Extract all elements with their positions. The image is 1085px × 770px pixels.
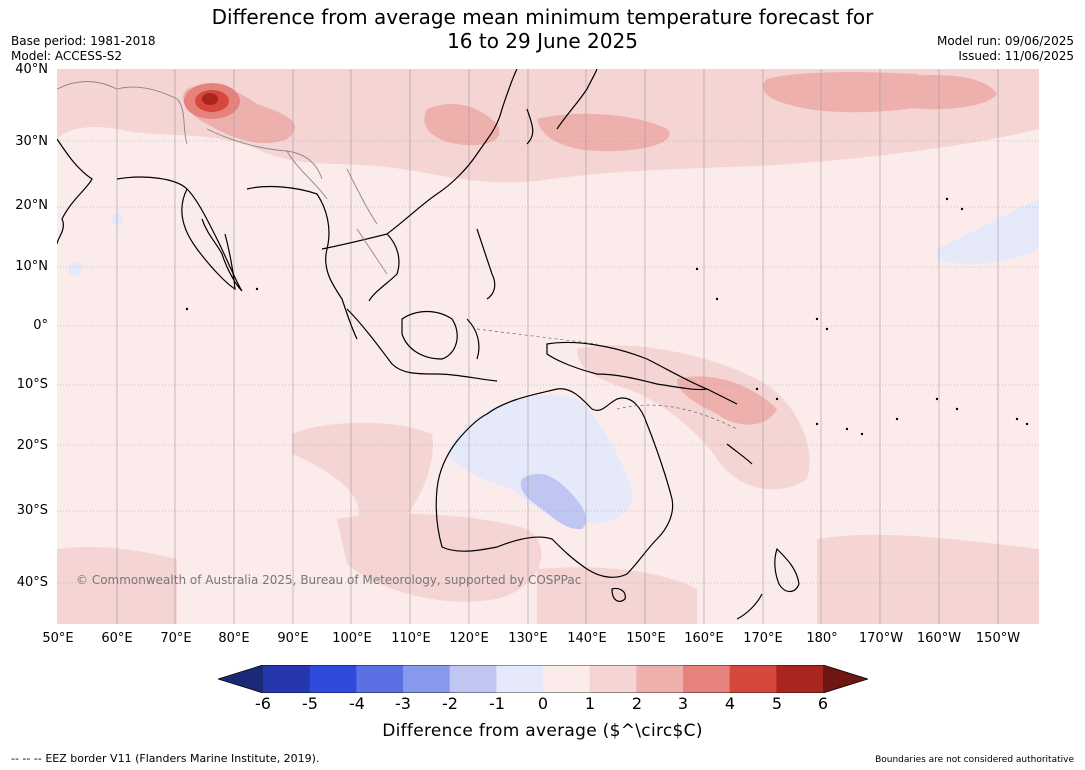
lat-label: 40°N [15, 62, 48, 77]
copyright-notice: © Commonwealth of Australia 2025, Bureau… [76, 573, 582, 587]
grid-lines [57, 69, 1039, 624]
lon-label: 50°E [42, 631, 74, 646]
colorbar-segment [776, 665, 824, 693]
colorbar-tick: -6 [255, 694, 271, 713]
eez-borders [476, 328, 738, 430]
lat-label: 30°N [15, 134, 48, 149]
model-run-text: Model run: 09/06/2025 [936, 34, 1074, 48]
coastlines [57, 69, 800, 620]
map-title-line2: 16 to 29 June 2025 [447, 29, 638, 53]
country-borders [57, 81, 388, 275]
eez-legend: -- -- -- EEZ border V11 (Flanders Marine… [11, 752, 319, 765]
eez-legend-marker: -- -- -- [11, 752, 42, 765]
eez-legend-text: EEZ border V11 (Flanders Marine Institut… [45, 752, 320, 765]
colorbar [216, 664, 870, 694]
colorbar-tick: -4 [349, 694, 365, 713]
colorbar-segment [309, 665, 357, 693]
anomaly-australia-cool [447, 394, 633, 524]
lon-label: 170°E [743, 631, 783, 646]
colorbar-tick: 1 [584, 694, 596, 713]
colorbar-tick: -1 [489, 694, 505, 713]
anomaly-china-warm [424, 104, 500, 146]
colorbar-tick: 0 [537, 694, 549, 713]
colorbar-tick: -3 [395, 694, 411, 713]
base-period-text: Base period: 1981-2018 [11, 34, 156, 48]
lon-label: 160°W [916, 631, 962, 646]
map-title-line1: Difference from average mean minimum tem… [211, 5, 874, 29]
colorbar-segment [263, 665, 311, 693]
lon-label: 70°E [160, 631, 192, 646]
lon-label: 80°E [218, 631, 250, 646]
colorbar-tick: 5 [771, 694, 783, 713]
anomaly-southern-ocean-warm [337, 513, 542, 602]
anomaly-small-cool-2 [68, 262, 82, 276]
lat-label: 20°S [16, 438, 48, 453]
anomaly-japan-warm [537, 113, 670, 152]
lat-label: 10°S [16, 377, 48, 392]
lon-label: 130°E [508, 631, 548, 646]
lon-label: 140°E [567, 631, 607, 646]
colorbar-label: Difference from average ($^\circ$C) [382, 721, 703, 741]
lat-label: 10°N [15, 259, 48, 274]
lon-label: 60°E [101, 631, 133, 646]
colorbar-segment [683, 665, 731, 693]
colorbar-tick: 4 [724, 694, 736, 713]
lon-label: 150°E [626, 631, 666, 646]
colorbar-tick: 2 [631, 694, 643, 713]
lon-label: 160°E [684, 631, 724, 646]
anomaly-coral-sea-warm-2 [677, 376, 777, 425]
lon-label: 100°E [332, 631, 372, 646]
map-canvas [57, 69, 1039, 624]
colorbar-tick: 3 [677, 694, 689, 713]
anomaly-tasman-warm [817, 534, 1039, 624]
colorbar-segment [543, 665, 591, 693]
lon-label: 120°E [449, 631, 489, 646]
colorbar-segment [356, 665, 404, 693]
boundaries-note: Boundaries are not considered authoritat… [875, 755, 1074, 765]
colorbar-tick: -2 [442, 694, 458, 713]
colorbar-segment [449, 665, 497, 693]
colorbar-tick: 6 [817, 694, 829, 713]
colorbar-segment [636, 665, 684, 693]
anomaly-hotspot-core [202, 93, 218, 105]
colorbar-segment [589, 665, 637, 693]
lon-label: 90°E [277, 631, 309, 646]
model-name-text: Model: ACCESS-S2 [11, 49, 123, 63]
anomaly-coral-sea-warm [577, 345, 810, 490]
lat-label: 20°N [15, 198, 48, 213]
lon-label: 150°W [975, 631, 1021, 646]
lon-label: 170°W [858, 631, 904, 646]
colorbar-segment [403, 665, 451, 693]
forecast-map: © Commonwealth of Australia 2025, Bureau… [57, 69, 1039, 624]
lon-label: 180° [806, 631, 838, 646]
colorbar-segment [496, 665, 544, 693]
issued-date-text: Issued: 11/06/2025 [958, 49, 1074, 63]
anomaly-pacific-cool [937, 199, 1039, 265]
anomaly-south-warm-2 [537, 567, 697, 624]
colorbar-graphic [216, 664, 870, 694]
colorbar-segment [729, 665, 777, 693]
colorbar-low-arrow [218, 665, 263, 693]
colorbar-tick: -5 [302, 694, 318, 713]
lat-label: 0° [33, 318, 48, 333]
lat-label: 40°S [16, 575, 48, 590]
pacific-islands [185, 197, 1029, 436]
colorbar-high-arrow [823, 665, 869, 693]
lat-label: 30°S [16, 503, 48, 518]
anomaly-australia-cool-2 [520, 473, 587, 530]
lon-label: 110°E [391, 631, 431, 646]
anomaly-pacific-warm-2 [877, 74, 997, 110]
